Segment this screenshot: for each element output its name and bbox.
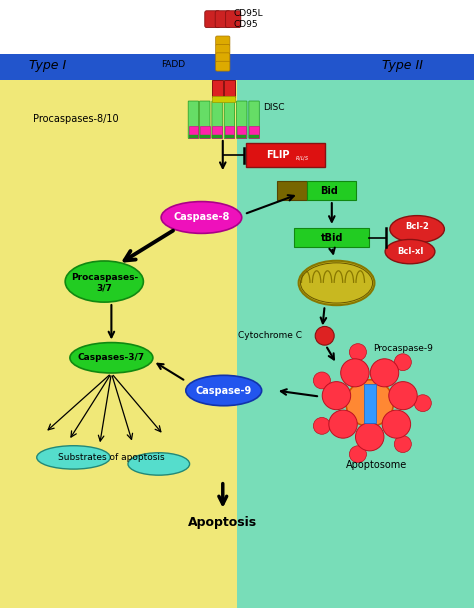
Circle shape xyxy=(382,410,410,438)
Circle shape xyxy=(315,326,334,345)
Text: Type II: Type II xyxy=(383,59,423,72)
Text: Bcl-xl: Bcl-xl xyxy=(397,247,423,256)
FancyBboxPatch shape xyxy=(249,101,259,139)
Text: Caspase-8: Caspase-8 xyxy=(173,212,229,223)
FancyBboxPatch shape xyxy=(212,96,235,102)
Circle shape xyxy=(313,418,330,434)
FancyBboxPatch shape xyxy=(237,101,247,139)
FancyBboxPatch shape xyxy=(215,11,230,27)
Text: Apoptosome: Apoptosome xyxy=(346,460,408,470)
FancyBboxPatch shape xyxy=(212,101,222,139)
FancyBboxPatch shape xyxy=(307,181,356,200)
FancyBboxPatch shape xyxy=(246,143,325,167)
Ellipse shape xyxy=(161,202,242,233)
FancyBboxPatch shape xyxy=(189,135,198,138)
Text: Procaspases-8/10: Procaspases-8/10 xyxy=(33,114,118,124)
FancyBboxPatch shape xyxy=(249,126,259,138)
Ellipse shape xyxy=(128,453,190,475)
Circle shape xyxy=(370,359,399,387)
Circle shape xyxy=(329,410,357,438)
FancyBboxPatch shape xyxy=(188,101,199,139)
Text: Bcl-2: Bcl-2 xyxy=(405,223,429,231)
Circle shape xyxy=(394,354,411,371)
FancyBboxPatch shape xyxy=(212,135,222,138)
Text: 3/7: 3/7 xyxy=(96,283,112,292)
Text: FADD: FADD xyxy=(161,60,185,69)
FancyBboxPatch shape xyxy=(225,135,234,138)
FancyBboxPatch shape xyxy=(200,135,210,138)
FancyBboxPatch shape xyxy=(212,80,223,97)
Ellipse shape xyxy=(186,375,262,406)
FancyBboxPatch shape xyxy=(216,44,230,54)
FancyBboxPatch shape xyxy=(189,126,198,138)
Text: Type I: Type I xyxy=(29,59,66,72)
FancyBboxPatch shape xyxy=(294,228,369,247)
FancyBboxPatch shape xyxy=(249,135,259,138)
FancyBboxPatch shape xyxy=(216,61,230,71)
FancyBboxPatch shape xyxy=(200,126,210,138)
FancyBboxPatch shape xyxy=(216,53,230,63)
Circle shape xyxy=(394,436,411,452)
Ellipse shape xyxy=(390,216,445,243)
Circle shape xyxy=(356,423,384,451)
Ellipse shape xyxy=(65,261,143,302)
FancyBboxPatch shape xyxy=(225,126,234,138)
Text: $_{R/L/S}$: $_{R/L/S}$ xyxy=(295,154,309,164)
Text: CD95: CD95 xyxy=(233,20,258,29)
Text: Caspases-3/7: Caspases-3/7 xyxy=(78,353,145,362)
Bar xyxy=(0,0,474,56)
Circle shape xyxy=(322,382,351,410)
Text: DISC: DISC xyxy=(263,103,284,112)
Circle shape xyxy=(349,344,366,361)
Ellipse shape xyxy=(385,240,435,264)
Circle shape xyxy=(349,446,366,463)
FancyBboxPatch shape xyxy=(224,101,235,139)
FancyBboxPatch shape xyxy=(224,80,235,97)
Text: Bid: Bid xyxy=(320,186,338,196)
Text: tBid: tBid xyxy=(320,233,343,243)
FancyBboxPatch shape xyxy=(216,36,230,46)
FancyBboxPatch shape xyxy=(212,126,222,138)
Circle shape xyxy=(346,380,393,427)
Circle shape xyxy=(414,395,431,412)
Text: CD95L: CD95L xyxy=(233,9,263,18)
Text: Cytochrome C: Cytochrome C xyxy=(238,331,302,340)
Circle shape xyxy=(341,359,369,387)
FancyBboxPatch shape xyxy=(364,384,376,423)
FancyBboxPatch shape xyxy=(226,11,241,27)
Text: Apoptosis: Apoptosis xyxy=(188,516,257,530)
Text: Procaspases-: Procaspases- xyxy=(71,274,138,282)
Ellipse shape xyxy=(299,261,374,305)
FancyBboxPatch shape xyxy=(277,181,307,200)
Circle shape xyxy=(313,372,330,389)
FancyBboxPatch shape xyxy=(237,135,246,138)
FancyBboxPatch shape xyxy=(205,11,220,27)
Bar xyxy=(0,56,237,608)
FancyBboxPatch shape xyxy=(200,101,210,139)
Text: Caspase-9: Caspase-9 xyxy=(196,385,252,396)
Ellipse shape xyxy=(37,446,110,469)
Bar xyxy=(0,54,474,80)
Ellipse shape xyxy=(70,342,153,373)
Text: FLIP: FLIP xyxy=(266,150,290,161)
Circle shape xyxy=(389,382,417,410)
Bar xyxy=(237,56,474,608)
Text: Procaspase-9: Procaspase-9 xyxy=(373,344,433,353)
Text: Substrates of apoptosis: Substrates of apoptosis xyxy=(58,453,164,462)
FancyBboxPatch shape xyxy=(237,126,246,138)
